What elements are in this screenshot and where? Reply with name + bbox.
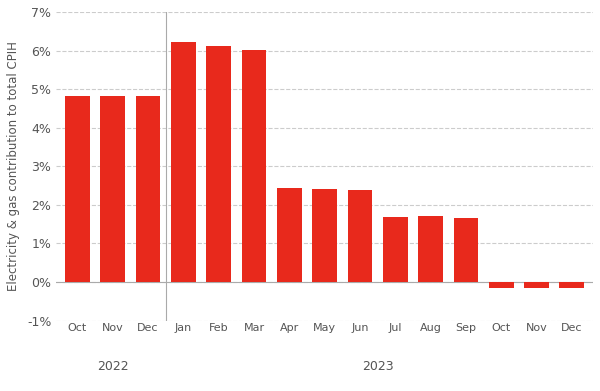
Bar	[171, 42, 196, 282]
Bar	[489, 282, 514, 288]
Text: 2022: 2022	[97, 359, 128, 373]
Bar	[242, 50, 266, 282]
Bar	[100, 96, 125, 282]
Bar	[347, 190, 372, 282]
Bar	[65, 96, 89, 282]
Bar	[383, 217, 407, 282]
Bar	[454, 218, 478, 282]
Bar	[136, 96, 160, 282]
Bar	[206, 45, 231, 282]
Bar	[559, 282, 584, 288]
Bar	[277, 188, 302, 282]
Bar	[312, 189, 337, 282]
Bar	[418, 217, 443, 282]
Bar	[524, 282, 549, 288]
Text: 2023: 2023	[362, 359, 394, 373]
Y-axis label: Electricity & gas contribution to total CPIH: Electricity & gas contribution to total …	[7, 41, 20, 291]
